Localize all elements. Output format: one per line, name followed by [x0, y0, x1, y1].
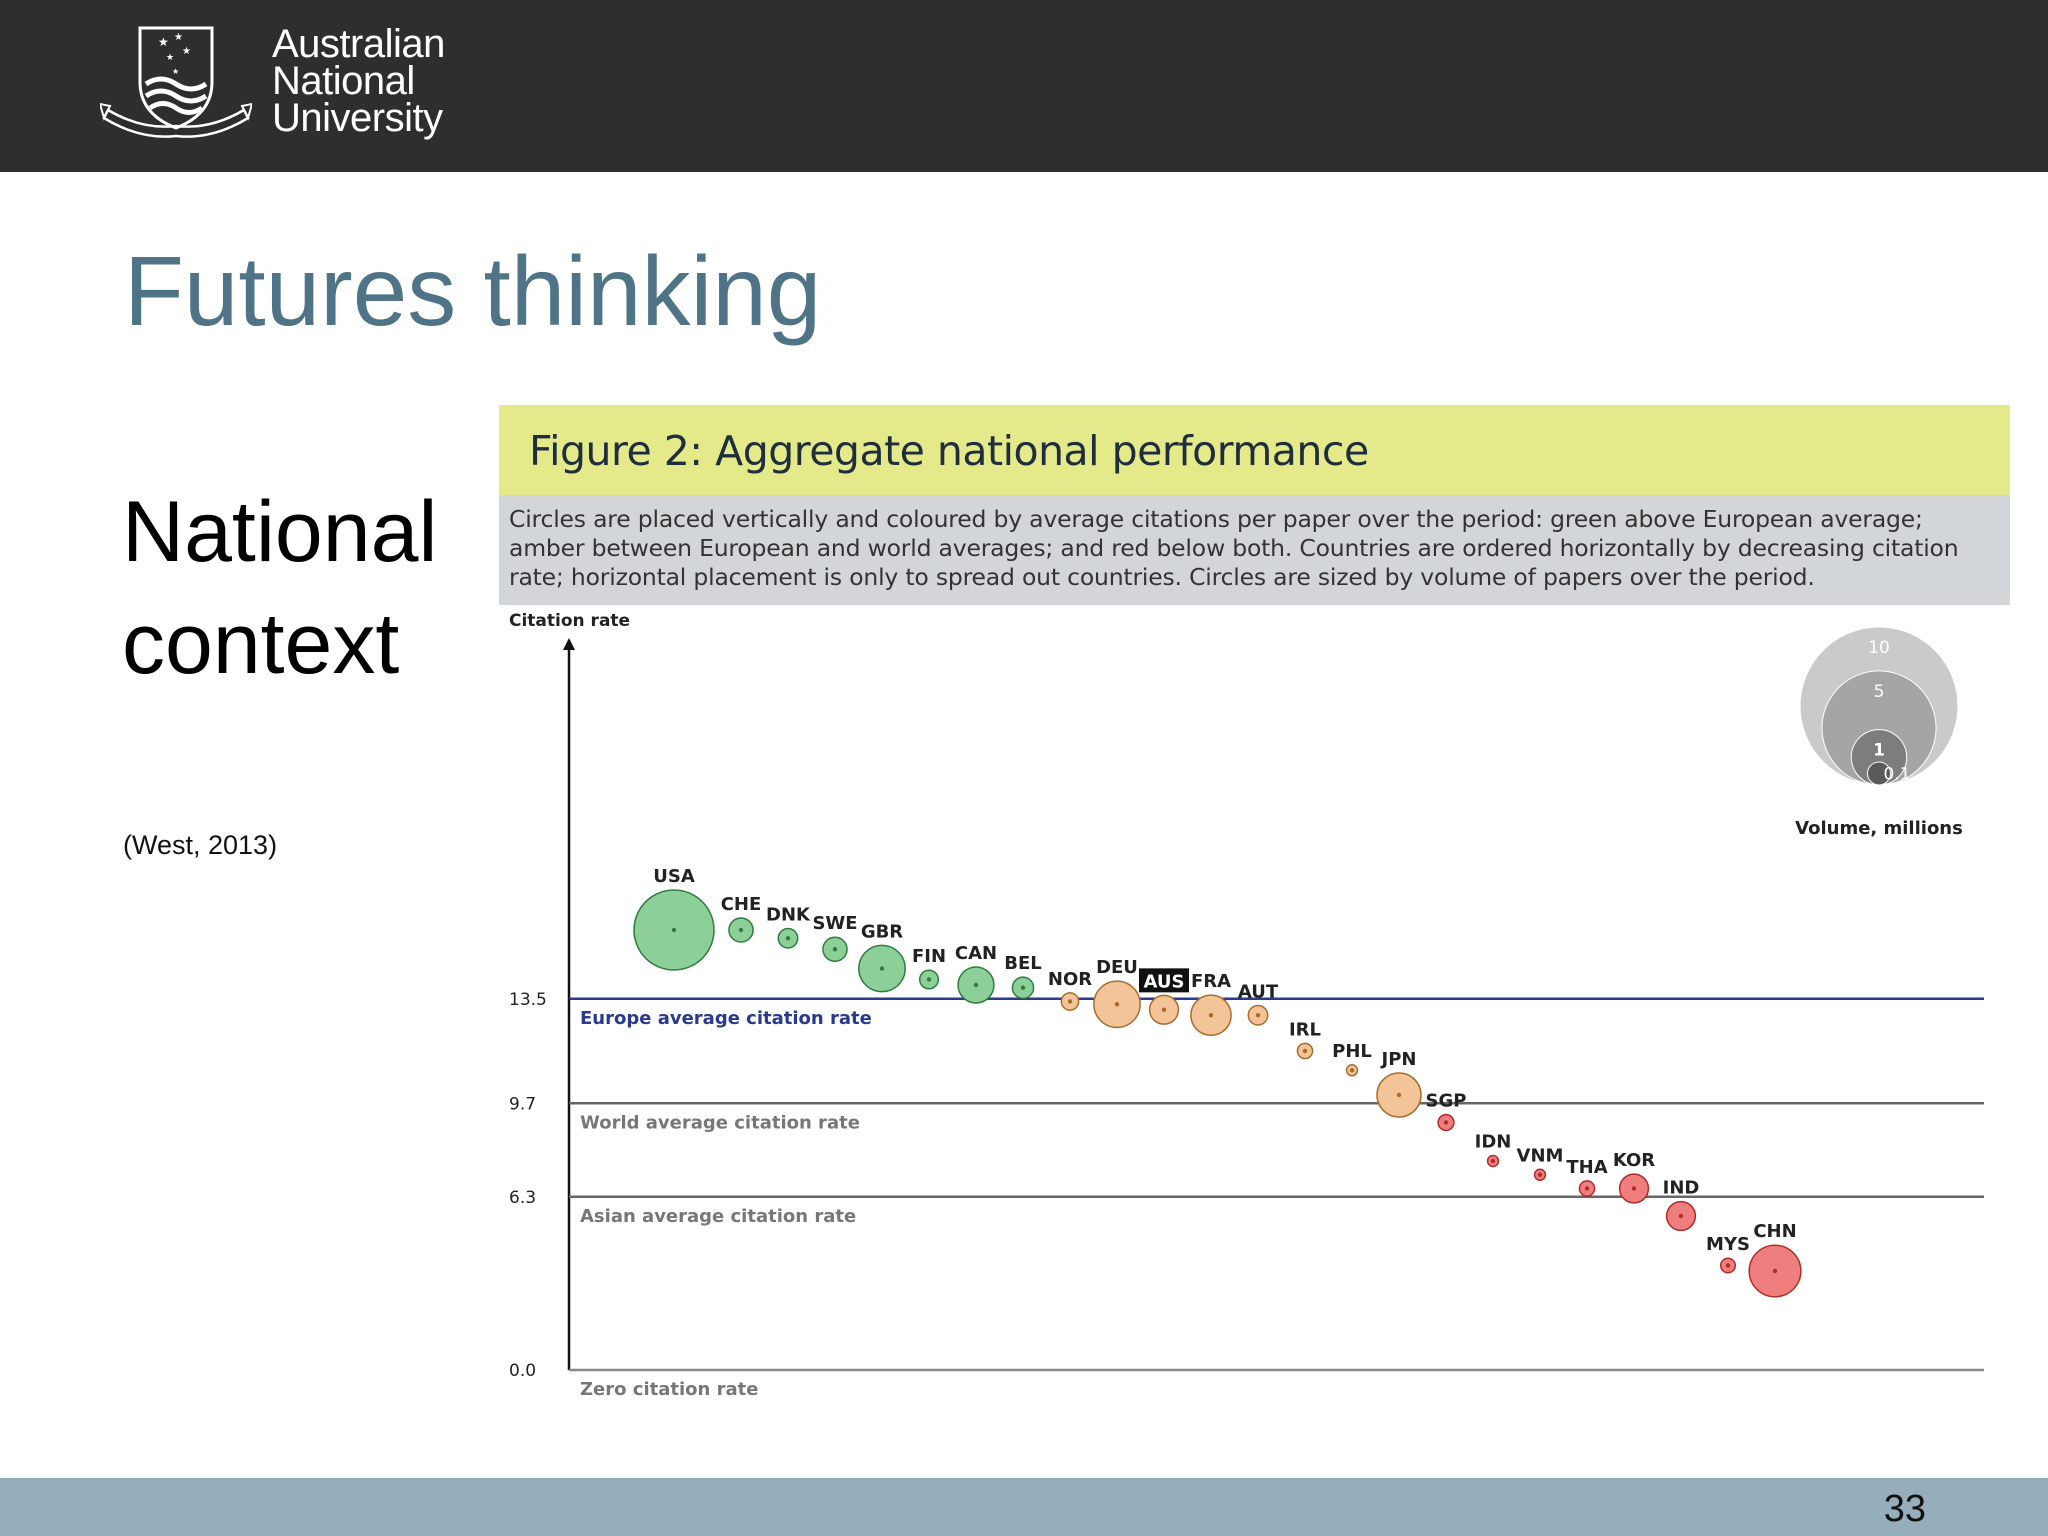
data-point-center — [1161, 1007, 1167, 1012]
data-point-center — [926, 977, 932, 982]
svg-text:★: ★ — [182, 46, 191, 57]
logo-line-2: National — [272, 59, 415, 103]
reference-line-label: Asian average citation rate — [580, 1206, 856, 1227]
data-point-center — [1584, 1186, 1590, 1191]
size-legend-title: Volume, millions — [1795, 818, 1963, 839]
y-axis-label: Citation rate — [509, 611, 630, 631]
data-point-center — [1020, 985, 1026, 990]
data-label: BEL — [1004, 953, 1042, 974]
reference-line-label: Zero citation rate — [580, 1379, 758, 1400]
data-label: FIN — [912, 946, 946, 967]
data-point-center — [1490, 1158, 1496, 1164]
data-point-center — [1255, 1013, 1261, 1018]
data-label: SWE — [812, 913, 857, 934]
size-legend-label: 5 — [1874, 682, 1885, 702]
y-tick-label: 0.0 — [509, 1361, 536, 1381]
data-label: NOR — [1048, 969, 1092, 990]
data-point-center — [879, 966, 885, 971]
data-point-center — [1537, 1172, 1543, 1177]
data-label: DNK — [766, 905, 811, 926]
footer-bar: 33 — [0, 1478, 2048, 1536]
figure-title-band — [499, 405, 2010, 495]
reference-line-label: Europe average citation rate — [580, 1008, 872, 1029]
slide-title: Futures thinking — [124, 236, 822, 346]
figure-panel: Figure 2: Aggregate national performance… — [499, 405, 2010, 1405]
data-label: JPN — [1380, 1049, 1417, 1070]
data-point-center — [1208, 1013, 1214, 1018]
subtitle-line-2: context — [122, 596, 400, 692]
svg-text:★: ★ — [174, 32, 183, 43]
subtitle-line-1: National — [122, 484, 438, 580]
data-label: CAN — [955, 943, 997, 964]
data-label: IND — [1663, 1178, 1700, 1199]
svg-text:★: ★ — [172, 67, 179, 76]
data-label: KOR — [1613, 1150, 1655, 1171]
size-legend-label: 10 — [1868, 638, 1890, 658]
slide-subtitle: National context — [122, 476, 438, 700]
citation: (West, 2013) — [123, 830, 278, 860]
data-point-center — [1349, 1068, 1355, 1073]
data-label: AUT — [1238, 982, 1279, 1003]
data-label: CHN — [1753, 1221, 1796, 1242]
data-label: IDN — [1475, 1132, 1512, 1153]
data-label: SGP — [1426, 1091, 1467, 1112]
data-point-center — [1631, 1186, 1637, 1191]
university-name: Australian National University — [272, 22, 445, 140]
svg-text:★: ★ — [166, 53, 174, 63]
data-label: GBR — [861, 921, 903, 942]
data-point-center — [1772, 1268, 1778, 1274]
size-legend-circle — [1867, 761, 1891, 786]
data-label: VNM — [1517, 1145, 1564, 1166]
y-tick-label: 6.3 — [509, 1188, 536, 1208]
logo-line-1: Australian — [272, 22, 445, 66]
data-label: FRA — [1191, 971, 1231, 992]
y-tick-label: 13.5 — [509, 990, 547, 1010]
data-label: THA — [1566, 1157, 1607, 1178]
header-bar: ★ ★ ★ ★ ★ Australian National University — [0, 0, 2048, 172]
data-point-center — [1302, 1048, 1308, 1054]
citation-chart: Citation rate 13.5 Europe average citation… — [509, 611, 1984, 1400]
data-label: DEU — [1096, 957, 1138, 978]
data-point-center — [671, 927, 677, 933]
highlight-badge — [1139, 968, 1189, 993]
data-point-center — [1443, 1120, 1449, 1125]
data-point-center — [1725, 1263, 1731, 1268]
size-legend-label: 0.1 — [1883, 765, 1910, 785]
logo-line-3: University — [272, 96, 443, 140]
data-point-center — [785, 936, 791, 941]
page-number: 33 — [1883, 1488, 1926, 1530]
svg-text:★: ★ — [158, 35, 169, 49]
y-tick-label: 9.7 — [509, 1094, 536, 1114]
data-point-center — [973, 982, 979, 988]
data-point-center — [832, 947, 838, 952]
data-label: IRL — [1289, 1019, 1321, 1040]
data-label: AUS — [1144, 971, 1185, 992]
data-label: MYS — [1706, 1234, 1750, 1255]
data-point-center — [1396, 1092, 1402, 1098]
data-point-center — [1114, 1002, 1120, 1007]
data-point-center — [738, 927, 744, 933]
figure-description-band — [499, 495, 2010, 605]
data-point-center — [1067, 999, 1073, 1004]
y-axis-arrow — [563, 638, 575, 650]
data-label: CHE — [721, 894, 762, 915]
data-label: USA — [653, 866, 695, 887]
figure-title: Figure 2: Aggregate national performance — [529, 427, 1369, 475]
size-legend-label: 1 — [1873, 741, 1885, 761]
reference-line-label: World average citation rate — [580, 1112, 860, 1133]
data-point-center — [1678, 1213, 1684, 1219]
figure-description: Circles are placed vertically and colour… — [509, 505, 1959, 591]
data-label: PHL — [1332, 1041, 1372, 1062]
anu-crest-icon: ★ ★ ★ ★ ★ — [100, 26, 252, 138]
